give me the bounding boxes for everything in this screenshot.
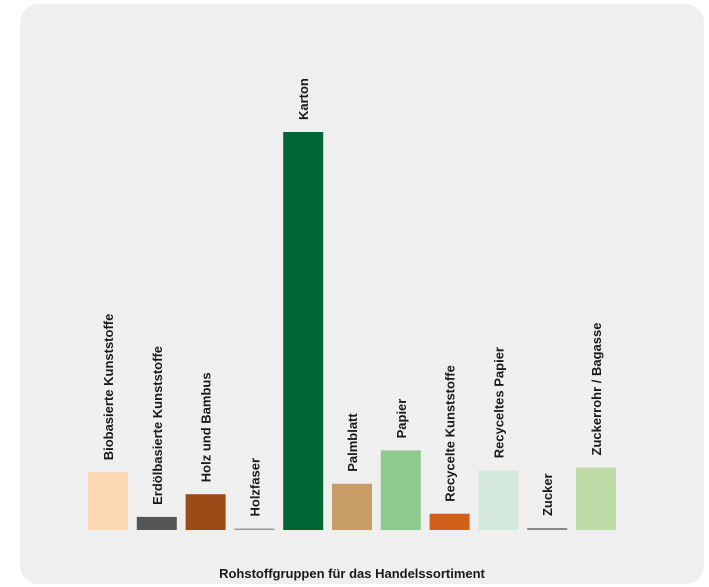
category-label-6: Papier [394,399,409,439]
category-label-0: Biobasierte Kunststoffe [101,314,116,461]
bar-2 [185,494,226,530]
category-label-9: Zucker [540,473,555,516]
bar-3 [234,528,275,530]
bar-9 [527,528,568,530]
bar-7 [429,513,470,530]
bar-1 [136,516,177,530]
bar-10 [576,467,616,530]
category-label-10: Zuckerrohr / Bagasse [589,323,604,456]
bar-0 [88,472,128,530]
category-label-5: Palmblatt [345,413,360,472]
category-label-1: Erdölbasierte Kunststoffe [150,346,165,505]
bar-6 [380,450,421,530]
category-label-7: Recycelte Kunststoffe [443,365,458,502]
category-labels-group: Biobasierte Kunststoffe Erdölbasierte Kun… [101,78,604,516]
category-label-3: Holzfaser [247,458,262,517]
category-label-4: Karton [296,78,311,120]
bars-group [88,132,616,530]
category-label-2: Holz und Bambus [199,372,214,482]
category-label-8: Recyceltes Papier [491,347,506,458]
bar-5 [332,483,372,530]
bar-4 [283,132,324,530]
x-axis-label: Rohstoffgruppen für das Handelssortiment [219,566,485,581]
bar-8 [478,470,519,530]
